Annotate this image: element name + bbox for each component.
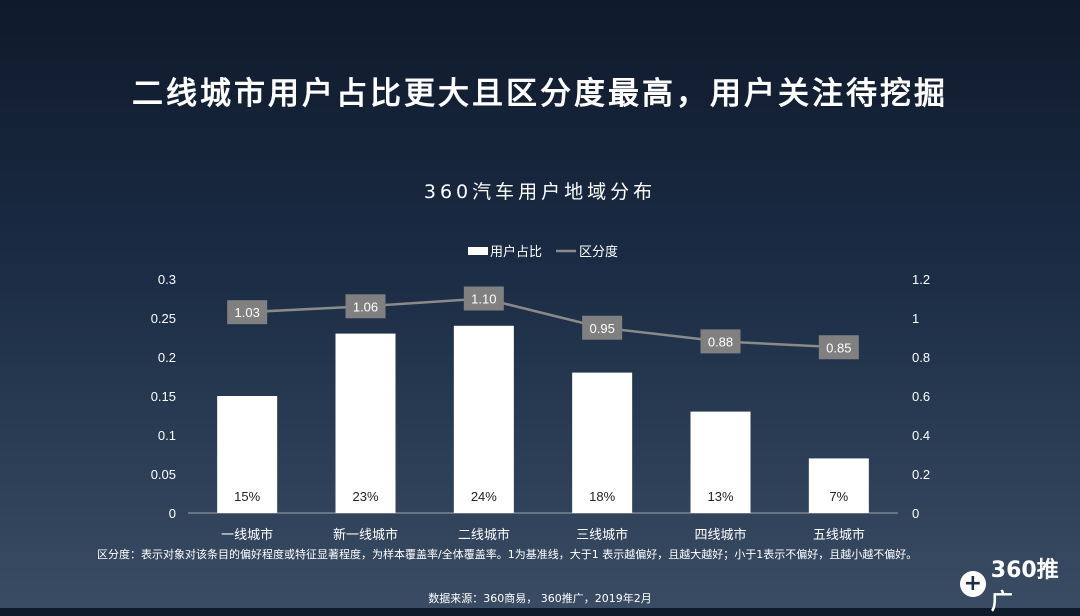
left-axis-tick-label: 0.1	[158, 428, 176, 443]
bar	[808, 458, 869, 513]
right-axis-tick-label: 0.2	[912, 467, 930, 482]
brand-text: 360推广	[990, 558, 1059, 615]
chart-title: 360汽车用户地域分布	[423, 181, 657, 203]
brand-plus-icon: +	[960, 571, 986, 597]
left-axis-tick-label: 0.3	[158, 272, 176, 287]
line-data-label: 1.03	[235, 305, 260, 320]
left-axis-tick-label: 0.2	[158, 350, 176, 365]
x-axis-category-label: 三线城市	[576, 527, 628, 543]
bar	[690, 411, 751, 513]
left-axis-tick-label: 0.25	[151, 311, 176, 326]
x-axis-category-label: 一线城市	[221, 527, 273, 543]
definition-note: 区分度：表示对象对该条目的偏好程度或特征显著程度，为样本覆盖率/全体覆盖率。1为…	[97, 548, 918, 561]
x-axis-category-label: 四线城市	[694, 527, 746, 543]
data-source: 数据来源：360商易， 360推广，2019年2月	[428, 592, 652, 605]
bar-data-label: 13%	[707, 489, 733, 504]
right-axis-tick-label: 0.8	[912, 350, 930, 365]
line-label-box	[700, 329, 741, 354]
bar-data-label: 24%	[471, 489, 497, 504]
bar-data-label: 23%	[352, 489, 378, 504]
right-axis-tick-label: 1.2	[912, 272, 930, 287]
line-label-box	[345, 294, 386, 319]
page-headline: 二线城市用户占比更大且区分度最高，用户关注待挖掘	[132, 76, 948, 112]
brand-logo: + 360推广	[960, 558, 1080, 615]
line-label-box	[227, 300, 268, 325]
bar	[572, 372, 633, 513]
bar	[335, 333, 396, 513]
bar-data-label: 15%	[234, 489, 260, 504]
right-axis-tick-label: 0.4	[912, 428, 930, 443]
bar	[453, 325, 514, 513]
x-axis-category-label: 新一线城市	[333, 527, 398, 543]
right-axis-tick-label: 0.6	[912, 389, 930, 404]
line-data-label: 1.10	[471, 292, 496, 307]
line-data-label: 0.95	[590, 321, 615, 336]
line-data-label: 0.88	[708, 334, 733, 349]
left-axis-tick-label: 0.15	[151, 389, 176, 404]
bar	[217, 396, 278, 513]
line-label-box	[582, 315, 623, 340]
left-axis-tick-label: 0	[169, 506, 176, 521]
legend-label-line: 区分度	[579, 244, 618, 260]
line-data-label: 1.06	[353, 299, 378, 314]
right-axis-tick-label: 1	[912, 311, 919, 326]
line-label-box	[818, 335, 859, 360]
bar-data-label: 18%	[589, 489, 615, 504]
legend-label-bar: 用户占比	[490, 244, 542, 260]
line-label-box	[463, 286, 504, 311]
left-axis-tick-label: 0.05	[151, 467, 176, 482]
x-axis-category-label: 二线城市	[458, 527, 510, 543]
line-data-label: 0.85	[826, 340, 851, 355]
legend-swatch-bar	[468, 247, 488, 255]
x-axis-category-label: 五线城市	[813, 527, 865, 543]
bar-data-label: 7%	[829, 489, 848, 504]
right-axis-tick-label: 0	[912, 506, 919, 521]
